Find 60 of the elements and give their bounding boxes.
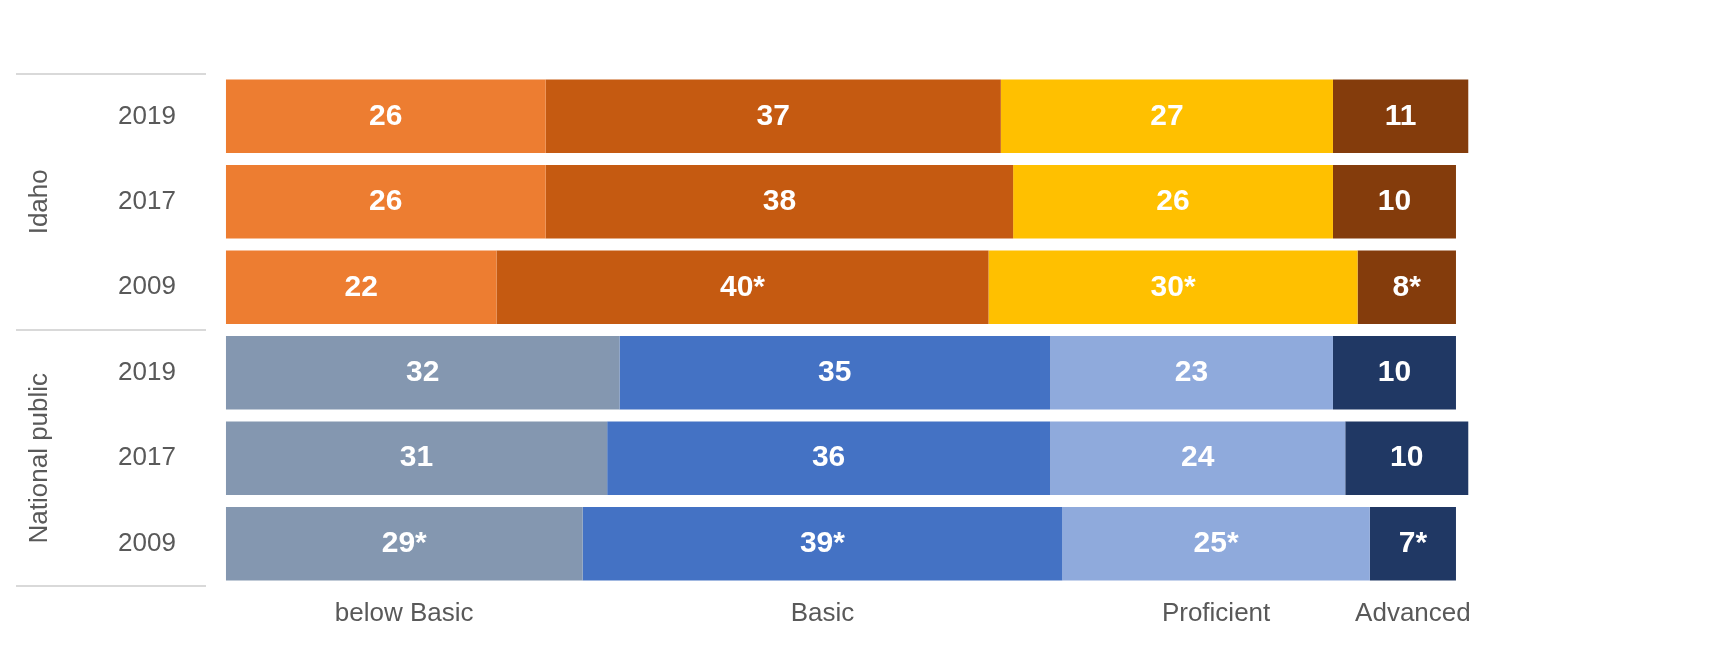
bar	[1357, 250, 1456, 325]
series-label: Basic	[790, 596, 855, 627]
bar	[225, 250, 497, 325]
bar	[607, 421, 1051, 495]
y-tick-label: 2009	[118, 270, 176, 301]
y-tick-label: 2019	[118, 355, 176, 386]
bar	[1000, 79, 1333, 154]
bar	[545, 79, 1001, 154]
bar	[1332, 335, 1456, 410]
data-label: 26	[369, 183, 403, 217]
bar	[619, 335, 1051, 410]
bar	[582, 506, 1063, 581]
data-label: 30*	[1150, 268, 1196, 302]
bar	[1369, 506, 1456, 581]
data-label: 39*	[799, 524, 846, 558]
y-tick-label: 2019	[118, 99, 176, 130]
data-label: 29*	[381, 524, 428, 558]
bar	[1345, 421, 1469, 495]
data-label: 10	[1377, 183, 1412, 217]
text: Idaho	[23, 169, 54, 235]
data-label: 40*	[719, 268, 766, 302]
bar	[1332, 79, 1469, 154]
bar	[496, 250, 989, 325]
data-label: 10	[1390, 439, 1424, 473]
bar	[225, 165, 546, 239]
data-label: 38	[762, 183, 797, 217]
bar	[1013, 165, 1333, 239]
data-label: 36	[811, 439, 846, 473]
data-label: 8*	[1392, 268, 1422, 302]
bar	[545, 165, 1014, 239]
data-label: 10	[1377, 354, 1412, 387]
bar	[1332, 165, 1456, 239]
y-tick-label: 2017	[118, 441, 176, 472]
y-tick-label: 2017	[118, 184, 176, 215]
text: National public	[23, 372, 54, 544]
bar	[1050, 335, 1333, 410]
data-label: 25*	[1193, 524, 1239, 558]
series-label: Proficient	[1161, 596, 1272, 627]
bar	[225, 335, 620, 410]
data-label: 23	[1174, 354, 1209, 387]
data-label: 32	[405, 354, 440, 387]
bar	[1062, 506, 1370, 581]
data-label: 22	[344, 268, 378, 302]
bar	[225, 506, 583, 581]
bar	[225, 79, 546, 154]
bar	[1050, 421, 1346, 495]
y-tick-label: 2009	[118, 526, 176, 557]
series-label: below Basic	[334, 596, 474, 627]
data-label: 35	[818, 354, 852, 387]
data-label: 26	[1156, 183, 1190, 217]
bar	[225, 421, 608, 495]
data-label: 37	[756, 97, 790, 131]
data-label: 31	[399, 439, 434, 473]
data-label: 27	[1150, 97, 1184, 131]
data-label: 26	[369, 97, 403, 131]
data-label: 7*	[1398, 524, 1428, 558]
series-label: Advanced	[1355, 596, 1471, 627]
data-label: 11	[1384, 97, 1417, 131]
bar	[988, 250, 1358, 325]
data-label: 24	[1180, 439, 1215, 473]
